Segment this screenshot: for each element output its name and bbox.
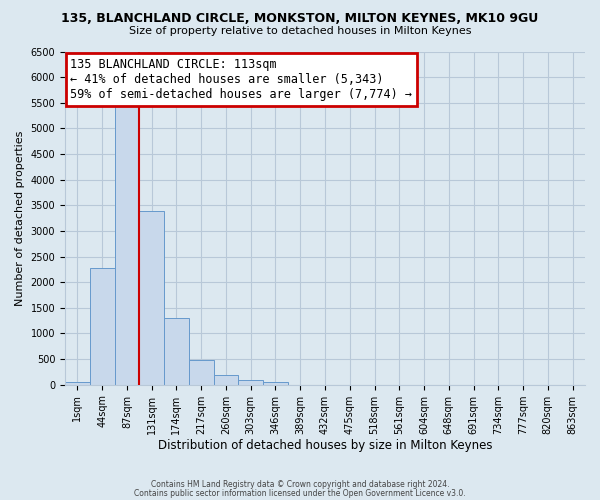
Bar [189,360,214,384]
Bar [263,382,288,384]
Bar [214,374,238,384]
X-axis label: Distribution of detached houses by size in Milton Keynes: Distribution of detached houses by size … [158,440,492,452]
Text: Size of property relative to detached houses in Milton Keynes: Size of property relative to detached ho… [129,26,471,36]
Bar [164,318,189,384]
Bar [115,106,139,384]
Text: Contains public sector information licensed under the Open Government Licence v3: Contains public sector information licen… [134,488,466,498]
Text: Contains HM Land Registry data © Crown copyright and database right 2024.: Contains HM Land Registry data © Crown c… [151,480,449,489]
Bar [90,268,115,384]
Text: 135, BLANCHLAND CIRCLE, MONKSTON, MILTON KEYNES, MK10 9GU: 135, BLANCHLAND CIRCLE, MONKSTON, MILTON… [61,12,539,26]
Bar [238,380,263,384]
Bar [65,382,90,384]
Text: 135 BLANCHLAND CIRCLE: 113sqm
← 41% of detached houses are smaller (5,343)
59% o: 135 BLANCHLAND CIRCLE: 113sqm ← 41% of d… [70,58,412,101]
Bar [139,212,164,384]
Y-axis label: Number of detached properties: Number of detached properties [15,130,25,306]
